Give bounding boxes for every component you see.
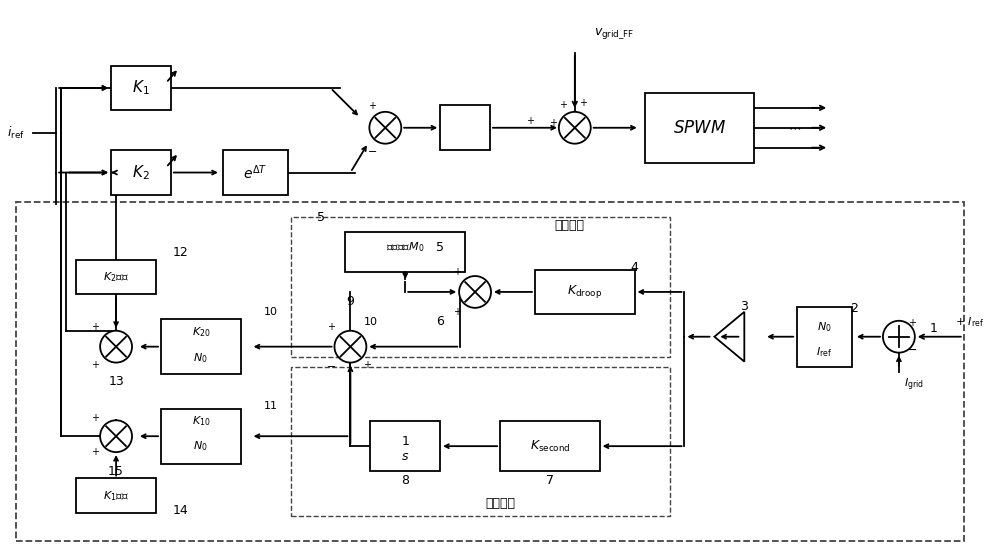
Text: +: + <box>559 100 567 110</box>
Text: 9: 9 <box>346 295 354 309</box>
Text: +: + <box>91 413 99 423</box>
Text: 10: 10 <box>363 317 377 327</box>
Circle shape <box>883 321 915 353</box>
Text: 10: 10 <box>264 307 278 317</box>
Text: 5: 5 <box>316 211 324 224</box>
Text: $v_{\rm grid\_FF}$: $v_{\rm grid\_FF}$ <box>594 26 635 41</box>
Text: 12: 12 <box>173 246 189 258</box>
Text: 下垂常数$M_0$: 下垂常数$M_0$ <box>386 240 425 254</box>
Text: +: + <box>908 318 916 328</box>
Text: 6: 6 <box>436 315 444 328</box>
Text: $K_{10}$: $K_{10}$ <box>192 414 210 428</box>
Text: 7: 7 <box>546 475 554 487</box>
Text: +: + <box>91 322 99 332</box>
Text: $N_0$: $N_0$ <box>817 320 831 334</box>
Circle shape <box>369 112 401 144</box>
Bar <box>291 217 670 356</box>
Bar <box>291 367 670 516</box>
Text: $i_{\rm ref}$: $i_{\rm ref}$ <box>7 125 25 141</box>
Circle shape <box>334 331 366 363</box>
Text: +: + <box>363 360 371 369</box>
Text: 2: 2 <box>850 302 858 315</box>
Text: +: + <box>453 267 461 277</box>
Bar <box>797 307 852 367</box>
Text: $+\ I_{\rm ref}$: $+\ I_{\rm ref}$ <box>955 315 984 329</box>
Circle shape <box>459 276 491 308</box>
Polygon shape <box>714 312 744 361</box>
Text: +: + <box>453 307 461 317</box>
Bar <box>76 478 156 514</box>
Circle shape <box>100 331 132 363</box>
Text: $K_{\rm second}$: $K_{\rm second}$ <box>530 438 570 454</box>
Text: $SPWM$: $SPWM$ <box>673 119 726 137</box>
Bar <box>500 421 600 471</box>
Bar <box>223 150 288 195</box>
Bar <box>345 232 465 272</box>
Text: 11: 11 <box>264 402 278 412</box>
Circle shape <box>100 421 132 452</box>
Text: +: + <box>91 447 99 457</box>
Text: $K_1$: $K_1$ <box>132 79 150 97</box>
Text: $K_2$现值: $K_2$现值 <box>103 270 129 284</box>
Text: $N_0$: $N_0$ <box>193 439 208 453</box>
Bar <box>645 93 754 163</box>
Text: +: + <box>91 360 99 369</box>
Text: $I_{\rm grid}$: $I_{\rm grid}$ <box>904 377 924 393</box>
Text: $K_2$: $K_2$ <box>132 163 150 182</box>
Text: 14: 14 <box>173 504 189 517</box>
Text: $N_0$: $N_0$ <box>193 351 208 365</box>
Bar <box>161 319 241 374</box>
Circle shape <box>559 112 591 144</box>
Text: $I_{\rm ref}$: $I_{\rm ref}$ <box>816 345 832 359</box>
Text: $-$: $-$ <box>906 343 917 356</box>
Bar <box>111 150 171 195</box>
Bar <box>111 66 171 110</box>
Text: $s$: $s$ <box>401 449 409 463</box>
Text: 3: 3 <box>740 300 748 314</box>
Text: $1$: $1$ <box>401 434 410 448</box>
Bar <box>76 260 156 295</box>
Bar <box>370 421 440 471</box>
Text: $K_1$现值: $K_1$现值 <box>103 489 129 503</box>
Text: 8: 8 <box>401 475 409 487</box>
Text: 13: 13 <box>108 375 124 388</box>
Bar <box>16 202 964 541</box>
Text: +: + <box>327 322 335 332</box>
Bar <box>535 270 635 314</box>
Text: $K_{\rm droop}$: $K_{\rm droop}$ <box>567 284 602 300</box>
Text: 5: 5 <box>436 241 444 253</box>
Text: +: + <box>579 98 587 108</box>
Text: 一次调整: 一次调整 <box>555 219 585 232</box>
Text: $e^{\Delta T}$: $e^{\Delta T}$ <box>243 163 268 182</box>
Bar <box>161 409 241 463</box>
Text: $-$: $-$ <box>367 145 377 155</box>
Text: +: + <box>526 116 534 126</box>
Text: +: + <box>368 101 376 111</box>
Text: 1: 1 <box>930 323 938 335</box>
Text: +: + <box>549 118 557 128</box>
Bar <box>440 105 490 150</box>
Text: $\cdots$: $\cdots$ <box>788 121 801 134</box>
Text: 15: 15 <box>108 465 124 477</box>
Text: 二次调整: 二次调整 <box>485 497 515 510</box>
Text: 4: 4 <box>631 261 639 273</box>
Text: $K_{20}$: $K_{20}$ <box>192 325 210 339</box>
Text: $-$: $-$ <box>326 360 337 369</box>
